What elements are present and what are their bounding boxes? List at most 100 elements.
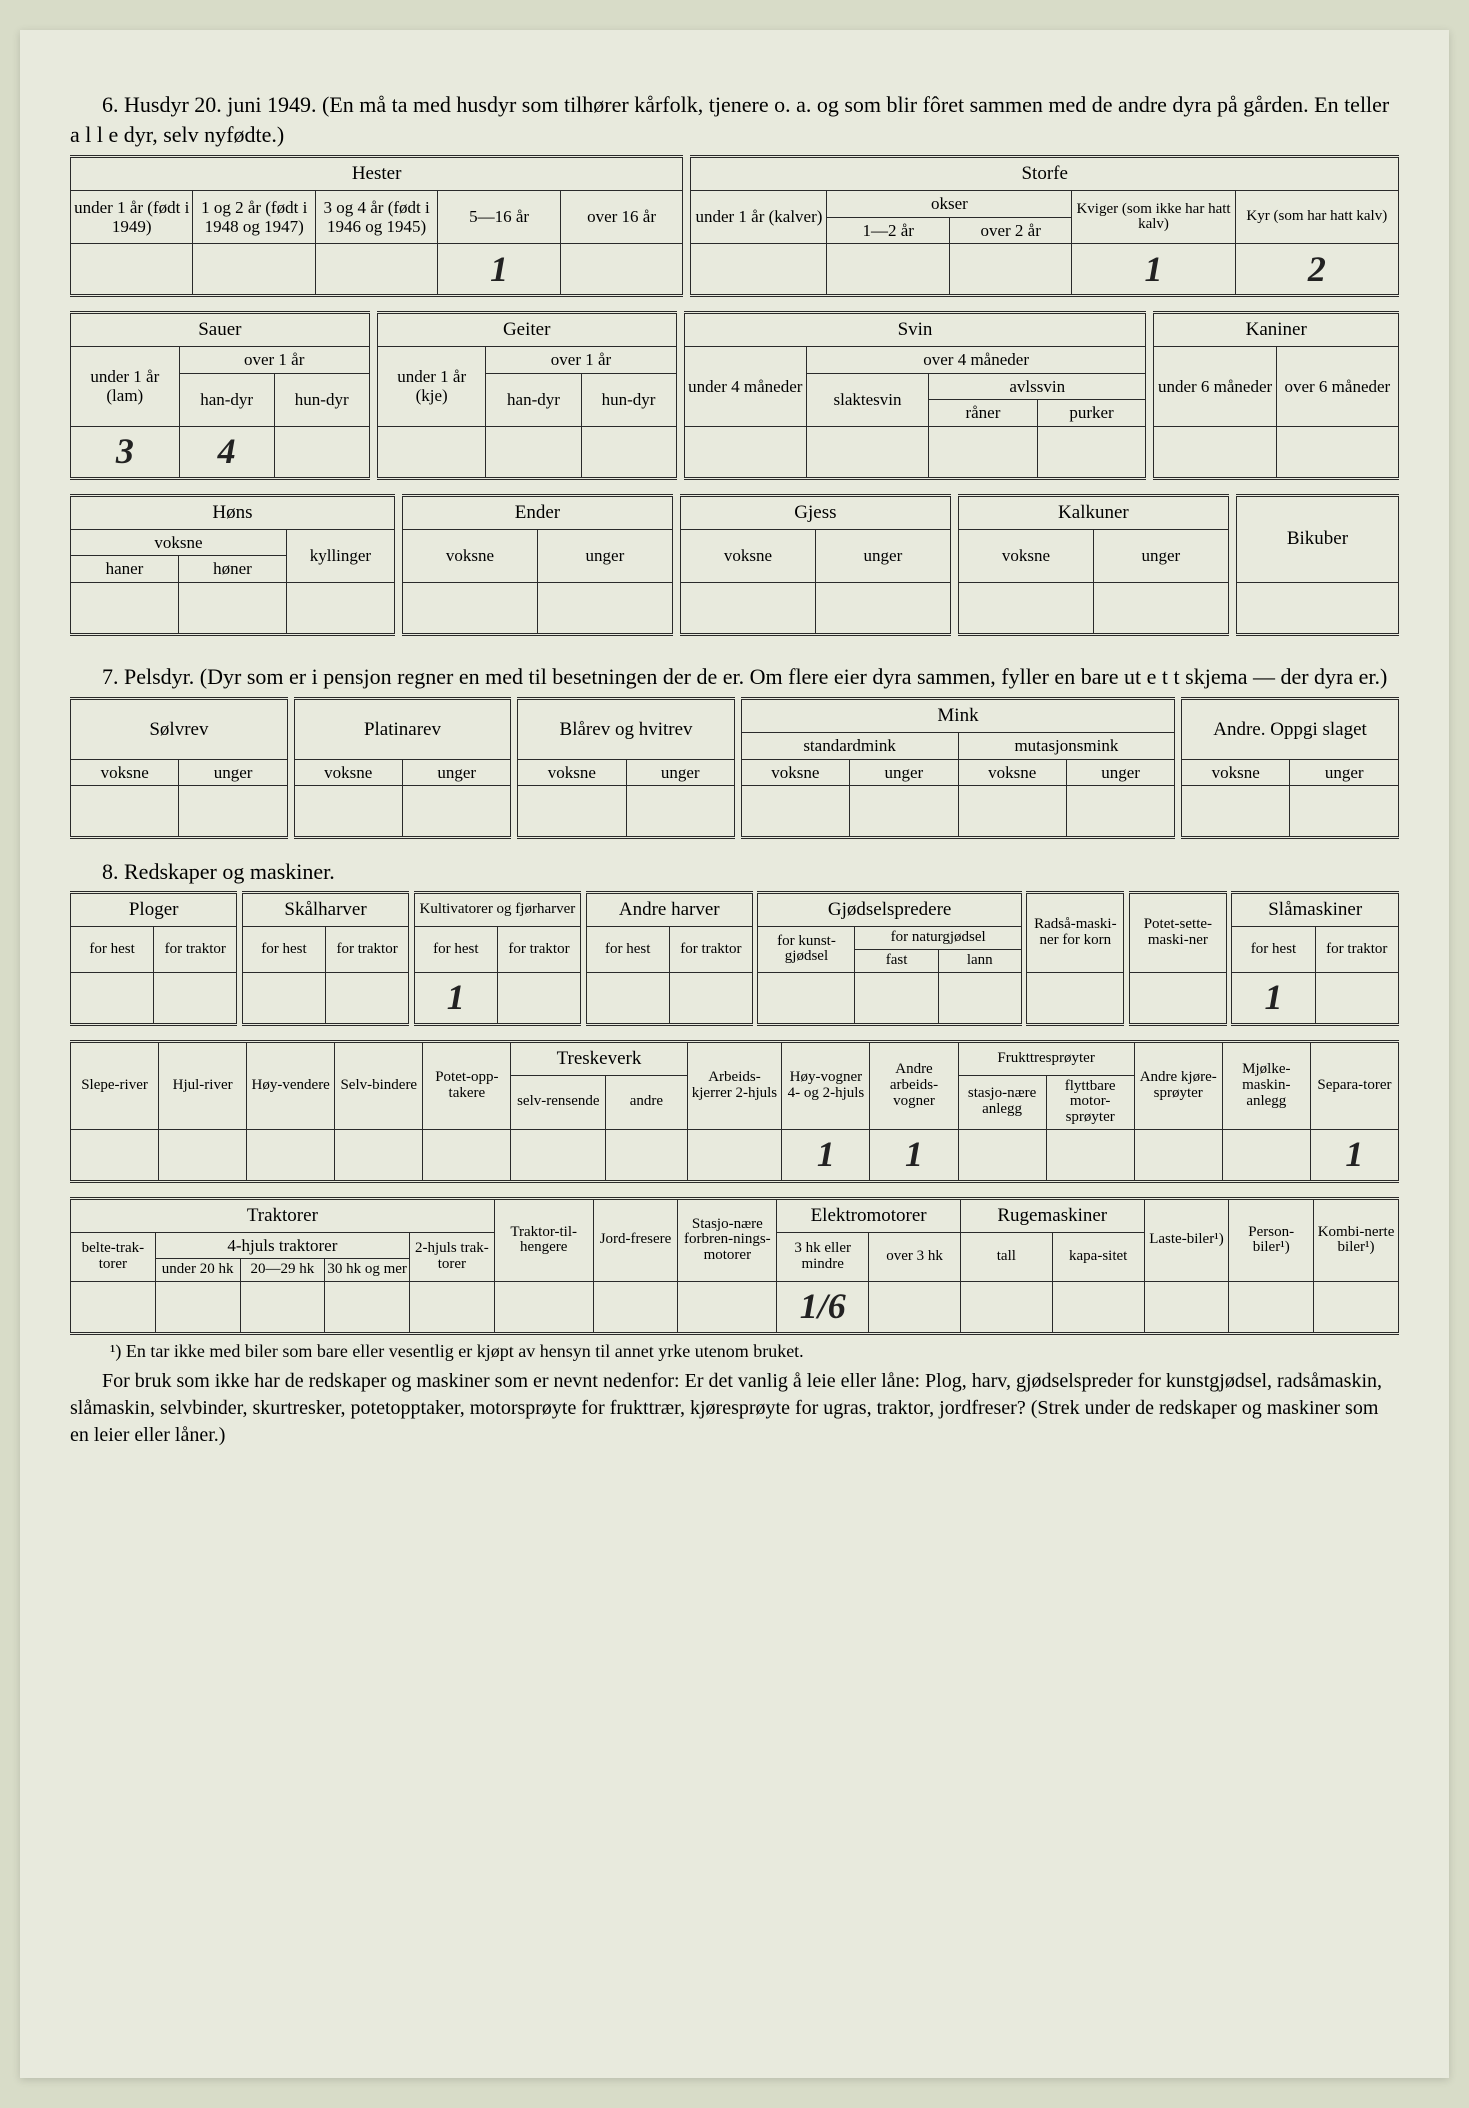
cell bbox=[1027, 972, 1124, 1024]
h-34: 3 og 4 år (født i 1946 og 1945) bbox=[315, 191, 437, 244]
cell bbox=[155, 1281, 240, 1333]
skalh: Skålharver bbox=[242, 893, 408, 927]
cell bbox=[1229, 1281, 1314, 1333]
cell bbox=[402, 582, 537, 634]
h-o16: over 16 år bbox=[560, 191, 682, 244]
laste: Laste-biler¹) bbox=[1144, 1198, 1229, 1281]
cell bbox=[586, 972, 669, 1024]
u4: unger bbox=[850, 759, 958, 786]
slakte: slaktesvin bbox=[806, 373, 928, 426]
u2: unger bbox=[402, 759, 510, 786]
cell bbox=[178, 582, 286, 634]
cell bbox=[325, 1281, 410, 1333]
radsaa: Radså-maski-ner for korn bbox=[1027, 893, 1124, 972]
cell bbox=[1315, 972, 1398, 1024]
section-7-title: 7. Pelsdyr. (Dyr som er i pensjon regner… bbox=[70, 662, 1399, 692]
mjolke: Mjølke-maskin-anlegg bbox=[1222, 1041, 1310, 1129]
slaa: Slåmaskiner bbox=[1232, 893, 1399, 927]
v3: voksne bbox=[518, 759, 626, 786]
andrev: Andre arbeids-vogner bbox=[870, 1041, 958, 1129]
scanned-form-page: 6. Husdyr 20. juni 1949. (En må ta med h… bbox=[20, 30, 1449, 2078]
table-6-hester-storfe: Hester Storfe under 1 år (født i 1949) 1… bbox=[70, 155, 1399, 297]
v5: voksne bbox=[958, 759, 1066, 786]
cell bbox=[958, 1129, 1046, 1181]
slh: for hest bbox=[1232, 927, 1315, 973]
oko2: over 2 år bbox=[949, 217, 1071, 244]
cell bbox=[1154, 426, 1276, 478]
table-6-fjorfe: Høns Ender Gjess Kalkuner Bikuber voksne… bbox=[70, 494, 1399, 636]
cell bbox=[240, 1281, 325, 1333]
cell bbox=[159, 1129, 247, 1181]
cell bbox=[1037, 426, 1146, 478]
cell bbox=[274, 426, 369, 478]
andreh: Andre harver bbox=[586, 893, 752, 927]
cell bbox=[294, 786, 402, 838]
cell bbox=[626, 786, 734, 838]
o6m: over 6 måneder bbox=[1276, 347, 1398, 427]
tall: tall bbox=[960, 1232, 1052, 1281]
cell bbox=[949, 244, 1071, 296]
ok12: 1—2 år bbox=[827, 217, 949, 244]
cell bbox=[410, 1281, 495, 1333]
u6: unger bbox=[1290, 759, 1399, 786]
fast: fast bbox=[855, 949, 938, 972]
ah: for hest bbox=[586, 927, 669, 973]
cell-slaa: 1 bbox=[1232, 972, 1315, 1024]
pt: for traktor bbox=[154, 927, 237, 973]
v1: voksne bbox=[71, 759, 179, 786]
svin: Svin bbox=[684, 313, 1146, 347]
cell bbox=[71, 786, 179, 838]
cell bbox=[1093, 582, 1228, 634]
unger-g: unger bbox=[815, 529, 950, 582]
haner: haner bbox=[71, 556, 179, 583]
table-8a: Ploger Skålharver Kultivatorer og fjørha… bbox=[70, 891, 1399, 1025]
h-516: 5—16 år bbox=[438, 191, 560, 244]
kunst: for kunst-gjødsel bbox=[758, 927, 855, 973]
gjess: Gjess bbox=[680, 495, 950, 529]
cell bbox=[827, 244, 949, 296]
h-12: 1 og 2 år (født i 1948 og 1947) bbox=[193, 191, 315, 244]
cell bbox=[855, 972, 938, 1024]
hdr-storfe: Storfe bbox=[691, 157, 1399, 191]
cell bbox=[1066, 786, 1174, 838]
cell bbox=[494, 1281, 593, 1333]
cell bbox=[691, 244, 827, 296]
ploger: Ploger bbox=[71, 893, 237, 927]
cell bbox=[71, 582, 179, 634]
andre-pels: Andre. Oppgi slaget bbox=[1182, 699, 1399, 759]
cell bbox=[71, 244, 193, 296]
arbk: Arbeids-kjerrer 2-hjuls bbox=[687, 1041, 782, 1129]
cell bbox=[581, 426, 676, 478]
cell bbox=[71, 1281, 156, 1333]
cell-sep: 1 bbox=[1310, 1129, 1398, 1181]
potet: Potet-sette-maski-ner bbox=[1129, 893, 1226, 972]
cell bbox=[1182, 786, 1290, 838]
andrekj: Andre kjøre-sprøyter bbox=[1134, 1041, 1222, 1129]
trakt: Traktorer bbox=[71, 1198, 495, 1232]
cell bbox=[247, 1129, 335, 1181]
cell bbox=[423, 1129, 511, 1181]
cell bbox=[1129, 972, 1226, 1024]
cell bbox=[1314, 1281, 1399, 1333]
cell bbox=[669, 972, 752, 1024]
cell bbox=[486, 426, 581, 478]
belte: belte-trak-torer bbox=[71, 1232, 156, 1281]
at: for traktor bbox=[669, 927, 752, 973]
ender: Ender bbox=[402, 495, 672, 529]
v2: voksne bbox=[294, 759, 402, 786]
cell bbox=[71, 972, 154, 1024]
kh: for hest bbox=[414, 927, 497, 973]
cell bbox=[869, 1281, 961, 1333]
frukt: Frukttresprøyter bbox=[958, 1041, 1134, 1075]
table-7-pelsdyr: Sølvrev Platinarev Blårev og hvitrev Min… bbox=[70, 697, 1399, 839]
s-u1: under 1 år (kalver) bbox=[691, 191, 827, 244]
u1-lam: under 1 år (lam) bbox=[71, 347, 180, 427]
hk30: 30 hk og mer bbox=[325, 1259, 410, 1282]
cell bbox=[1144, 1281, 1229, 1333]
table-6-sauer-svin: Sauer Geiter Svin Kaniner under 1 år (la… bbox=[70, 311, 1399, 479]
cell bbox=[1052, 1281, 1144, 1333]
kyllinger: kyllinger bbox=[286, 529, 394, 582]
cell bbox=[1290, 786, 1399, 838]
kviger: Kviger (som ikke har hatt kalv) bbox=[1072, 191, 1235, 244]
tilheng: Traktor-til-hengere bbox=[494, 1198, 593, 1281]
